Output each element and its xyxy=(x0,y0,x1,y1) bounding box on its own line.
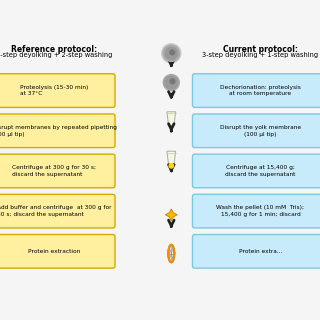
Text: Centrifuge at 15,400 g;
discard the supernatant: Centrifuge at 15,400 g; discard the supe… xyxy=(225,165,296,177)
FancyBboxPatch shape xyxy=(192,114,320,148)
Circle shape xyxy=(163,45,180,61)
FancyBboxPatch shape xyxy=(0,154,115,188)
Polygon shape xyxy=(165,209,177,221)
FancyBboxPatch shape xyxy=(192,74,320,108)
FancyBboxPatch shape xyxy=(0,194,115,228)
Text: Reference protocol:: Reference protocol: xyxy=(11,44,98,53)
FancyBboxPatch shape xyxy=(0,74,115,108)
Circle shape xyxy=(169,164,173,168)
Text: 3-step deyolking + 1-step washing: 3-step deyolking + 1-step washing xyxy=(202,52,318,58)
FancyBboxPatch shape xyxy=(192,194,320,228)
Text: Protein extra...: Protein extra... xyxy=(239,249,282,254)
Circle shape xyxy=(170,79,175,84)
Text: Wash the pellet (10 mM  Tris);
15,400 g for 1 min; discard: Wash the pellet (10 mM Tris); 15,400 g f… xyxy=(216,205,304,217)
Text: Disrupt membranes by repeated pipetting
(200 μl tip): Disrupt membranes by repeated pipetting … xyxy=(0,125,117,137)
Circle shape xyxy=(165,76,178,89)
FancyBboxPatch shape xyxy=(0,114,115,148)
FancyBboxPatch shape xyxy=(192,154,320,188)
Text: Protein extraction: Protein extraction xyxy=(28,249,81,254)
Circle shape xyxy=(163,75,179,91)
Text: 2-step deyolking + 2-step washing: 2-step deyolking + 2-step washing xyxy=(0,52,113,58)
Polygon shape xyxy=(167,151,176,166)
Text: Current protocol:: Current protocol: xyxy=(223,44,298,53)
Text: Proteolysis (15-30 min)
at 37°C: Proteolysis (15-30 min) at 37°C xyxy=(20,85,89,96)
Text: Dechorionation: proteolysis
at room temperature: Dechorionation: proteolysis at room temp… xyxy=(220,85,301,96)
Circle shape xyxy=(162,44,181,63)
FancyBboxPatch shape xyxy=(0,235,115,268)
Circle shape xyxy=(165,47,178,60)
Polygon shape xyxy=(167,112,176,126)
Text: Disrupt the yolk membrane
(100 μl tip): Disrupt the yolk membrane (100 μl tip) xyxy=(220,125,301,137)
Text: Centrifuge at 300 g for 30 s;
discard the supernatant: Centrifuge at 300 g for 30 s; discard th… xyxy=(12,165,96,177)
Circle shape xyxy=(170,50,175,55)
FancyBboxPatch shape xyxy=(192,235,320,268)
Text: Add buffer and centrifuge  at 300 g for
30 s; discard the supernatant: Add buffer and centrifuge at 300 g for 3… xyxy=(0,205,112,217)
